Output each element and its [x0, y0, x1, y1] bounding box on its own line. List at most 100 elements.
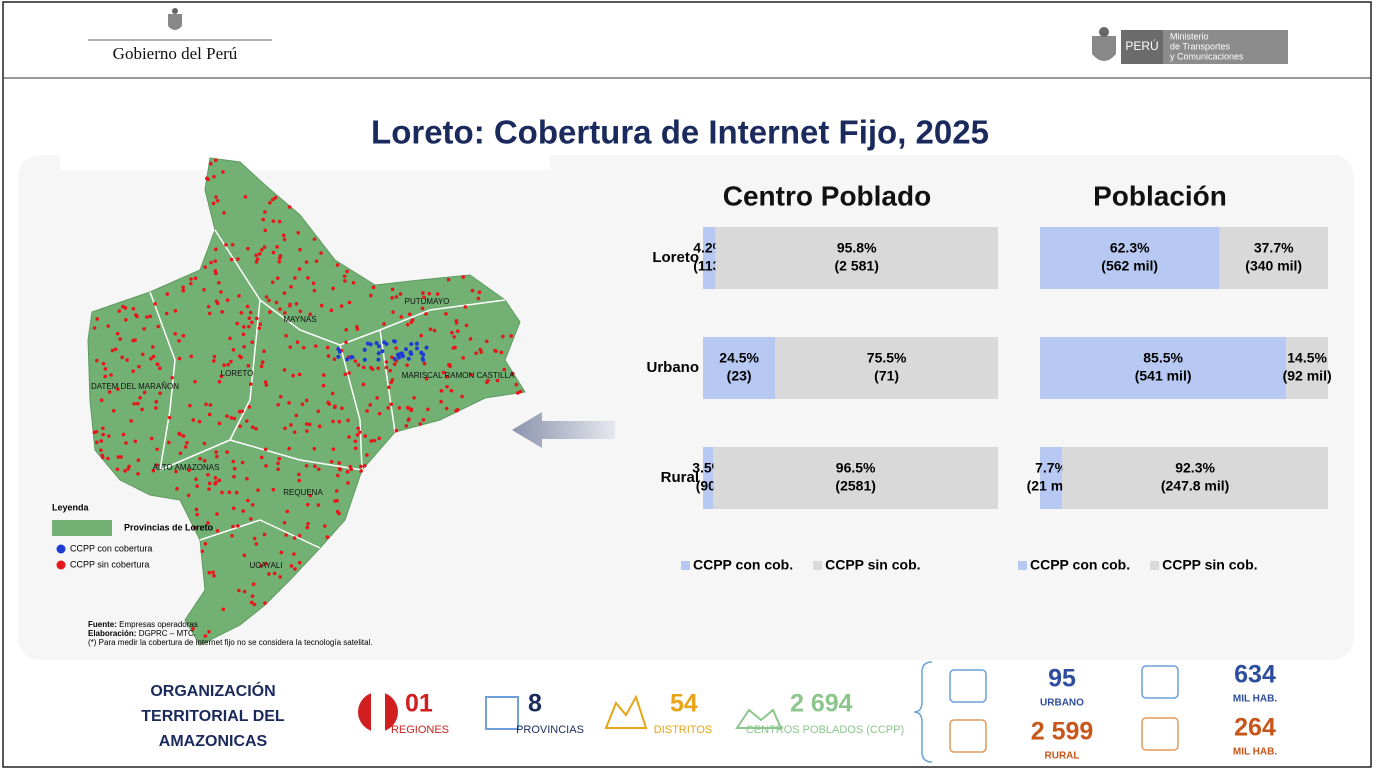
ccpp-dot [247, 324, 251, 329]
ccpp-dot [424, 312, 428, 316]
ccpp-dot [118, 337, 123, 341]
ccpp-dot [95, 440, 99, 445]
ccpp-dot [107, 434, 111, 438]
district-icon [604, 694, 648, 729]
ccpp-dot [384, 342, 389, 347]
ccpp-dot [221, 170, 225, 174]
ccpp-dot [394, 295, 399, 299]
ccpp-dot [206, 521, 210, 525]
ccpp-dot [298, 247, 302, 252]
ccpp-dot [306, 522, 310, 526]
province-border [149, 291, 176, 471]
ccpp-dot [297, 560, 302, 565]
ccpp-dot [304, 260, 309, 264]
ccpp-dot [254, 260, 259, 264]
province-label: ALTO AMAZONAS [153, 463, 220, 472]
ccpp-dot [470, 288, 475, 293]
ccpp-dot [135, 314, 139, 319]
ccpp-dot [212, 573, 216, 578]
ccpp-dot [249, 600, 254, 605]
ccpp-dot [202, 458, 207, 463]
ccpp-dot [243, 195, 248, 199]
ccpp-dot [264, 464, 268, 468]
ccpp-dot [137, 364, 141, 369]
ccpp-dot [231, 524, 235, 529]
value-label: 96.5% [836, 460, 876, 476]
coverage-label: MIL HAB. [1233, 747, 1277, 758]
ccpp-dot [260, 248, 264, 252]
ccpp-dot [197, 419, 202, 424]
ccpp-dot [389, 380, 393, 385]
ccpp-dot [239, 311, 244, 315]
ccpp-dot [177, 431, 182, 436]
source-part: DGPRC – MTC. [139, 629, 196, 638]
ccpp-dot [288, 303, 292, 308]
ccpp-dot [353, 359, 358, 363]
ccpp-dot [119, 455, 123, 459]
ccpp-dot [277, 219, 282, 224]
ccpp-dot [113, 347, 118, 352]
ccpp-dot [313, 464, 317, 468]
ccpp-dot [405, 322, 410, 327]
ccpp-dot [219, 290, 223, 294]
ccpp-dot [353, 439, 358, 444]
ccpp-dot [274, 300, 279, 305]
ccpp-icon [735, 708, 783, 729]
ccpp-dot [92, 326, 97, 330]
ccpp-dot [277, 256, 282, 260]
ccpp-dot [377, 411, 382, 416]
ccpp-dot [277, 456, 282, 461]
ccpp-dot [289, 423, 293, 427]
ccpp-dot [333, 404, 337, 409]
ccpp-dot [230, 242, 235, 247]
stat-value: 01 [405, 690, 433, 718]
ccpp-dot [212, 174, 216, 179]
ccpp-dot [207, 311, 212, 316]
ccpp-dot [250, 594, 255, 598]
ccpp-dot [202, 287, 206, 292]
ccpp-dot [410, 318, 415, 322]
ccpp-dot [421, 418, 426, 422]
coverage-icon [1141, 665, 1179, 699]
legend-label: CCPP sin cob. [825, 557, 920, 573]
ccpp-dot [313, 344, 318, 348]
ccpp-dot [221, 607, 226, 612]
ccpp-dot [194, 507, 199, 512]
ccpp-dot [289, 564, 294, 568]
ccpp-dot [110, 348, 115, 353]
ccpp-dot [394, 346, 398, 350]
ccpp-dot [195, 512, 200, 517]
ccpp-dot [351, 280, 356, 285]
ccpp-dot [389, 402, 394, 407]
mtc-logo [1092, 27, 1288, 64]
ccpp-dot [123, 469, 127, 473]
ccpp-dot [237, 294, 241, 298]
ccpp-dot [424, 376, 429, 381]
stat-label: DISTRITOS [654, 724, 712, 736]
ccpp-dot [153, 302, 157, 306]
ccpp-dot [420, 306, 425, 311]
ccpp-dot [100, 455, 105, 460]
ccpp-dot [297, 372, 302, 377]
ccpp-dot [439, 389, 444, 393]
stat-value: 54 [670, 690, 698, 718]
ccpp-dot [164, 311, 169, 316]
ccpp-dot [99, 448, 103, 452]
ccpp-dot [167, 440, 171, 445]
ccpp-dot [469, 372, 473, 377]
ccpp-dot [246, 363, 251, 368]
ccpp-dot [392, 362, 397, 367]
ccpp-dot [267, 298, 271, 303]
ccpp-dot [377, 344, 382, 349]
ccpp-dot [342, 274, 347, 279]
ccpp-dot [426, 407, 430, 412]
ccpp-dot [305, 525, 310, 530]
count-label: (71) [874, 368, 899, 384]
value-label: 7.7% [1035, 460, 1067, 476]
ccpp-dot [217, 478, 222, 483]
bar-segment [1286, 337, 1328, 399]
ccpp-dot [94, 429, 99, 434]
ccpp-dot [427, 291, 432, 296]
ccpp-dot [406, 418, 411, 423]
coverage-value: 264 [1234, 714, 1276, 742]
